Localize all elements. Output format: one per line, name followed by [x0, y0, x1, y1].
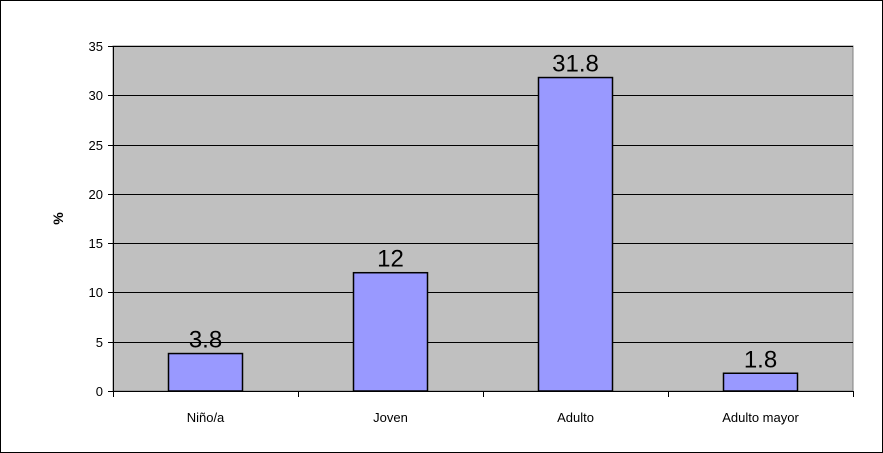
y-tick-label: 0: [96, 384, 103, 399]
bar: [537, 76, 614, 392]
bar: [352, 271, 429, 392]
axes: [108, 46, 854, 397]
x-tick-label: Niño/a: [187, 410, 225, 425]
bar: [167, 352, 244, 392]
y-tick-label: 25: [89, 138, 103, 153]
y-tick-label: 35: [89, 39, 103, 54]
data-label: 3.8: [189, 327, 222, 354]
bar: [722, 372, 799, 392]
y-tick-label: 10: [89, 285, 103, 300]
y-tick-label: 30: [89, 88, 103, 103]
y-tick-labels: 0 5 10 15 20 25 30 35: [89, 39, 103, 399]
plot-area: [112, 45, 854, 392]
data-label: 31.8: [552, 51, 599, 78]
y-tick-label: 5: [96, 335, 103, 350]
y-tick-label: 15: [89, 236, 103, 251]
gridlines: [113, 46, 853, 343]
data-label: 12: [377, 246, 404, 273]
y-tick-label: 20: [89, 187, 103, 202]
data-label: 1.8: [744, 346, 777, 373]
x-tick-label: Joven: [373, 410, 408, 425]
x-tick-label: Adulto mayor: [722, 410, 799, 425]
data-labels: 3.8 12 31.8 1.8: [189, 51, 777, 374]
x-tick-label: Adulto: [557, 410, 594, 425]
y-axis-title: %: [50, 212, 66, 225]
x-tick-labels: Niño/a Joven Adulto Adulto mayor: [187, 410, 800, 425]
bars: [167, 76, 799, 392]
